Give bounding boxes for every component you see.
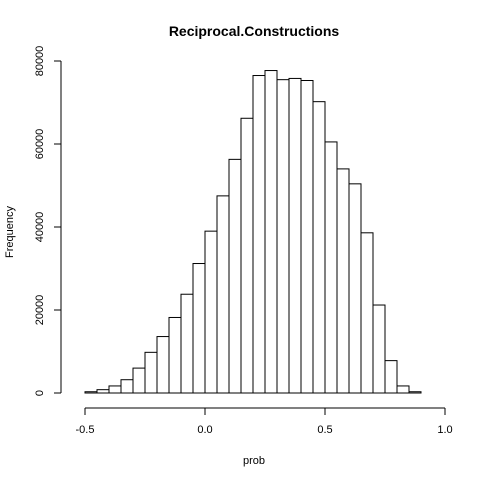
y-axis-label: Frequency xyxy=(4,206,16,258)
histogram-bar xyxy=(144,351,158,394)
x-tick-label: 1.0 xyxy=(437,424,452,436)
histogram-bar xyxy=(204,230,218,394)
histogram-bar xyxy=(300,80,314,394)
y-tick-label: 80000 xyxy=(34,46,46,77)
histogram-bar xyxy=(120,379,134,394)
x-tick-label: 0.0 xyxy=(197,424,212,436)
histogram-bar xyxy=(84,391,98,394)
histogram-bar xyxy=(408,391,422,394)
histogram-bar xyxy=(384,360,398,394)
histogram-bar xyxy=(372,304,386,394)
y-tick-label: 20000 xyxy=(34,295,46,326)
histogram-bar xyxy=(132,367,146,394)
histogram-bar xyxy=(96,389,110,394)
histogram-bar xyxy=(288,77,302,394)
y-tick-label: 60000 xyxy=(34,129,46,160)
x-axis: -0.5 0.0 0.5 1.0 xyxy=(76,407,453,436)
chart-title: Reciprocal.Constructions xyxy=(169,23,340,39)
histogram-bar xyxy=(108,385,122,394)
y-tick-label: 0 xyxy=(34,390,46,396)
x-axis-label: prob xyxy=(243,455,265,467)
histogram-bar xyxy=(252,75,266,394)
y-tick-label: 40000 xyxy=(34,212,46,243)
histogram-bar xyxy=(360,232,374,394)
histogram-bar xyxy=(312,101,326,394)
histogram-bar xyxy=(264,70,278,394)
histogram-bar xyxy=(348,183,362,394)
bars-group xyxy=(84,70,422,394)
x-tick-label: -0.5 xyxy=(76,424,95,436)
histogram-bar xyxy=(228,158,242,394)
histogram-bar xyxy=(192,263,206,394)
histogram-bar xyxy=(240,117,254,394)
x-tick-label: 0.5 xyxy=(317,424,332,436)
histogram-bar xyxy=(156,336,170,394)
histogram-bar xyxy=(336,168,350,394)
histogram-bar xyxy=(168,316,182,394)
y-axis: 0 20000 40000 60000 80000 xyxy=(34,46,62,396)
histogram-bar xyxy=(276,79,290,394)
histogram-bar xyxy=(324,141,338,394)
histogram-bar xyxy=(396,385,410,394)
histogram-bar xyxy=(216,195,230,394)
histogram-bar xyxy=(180,293,194,394)
